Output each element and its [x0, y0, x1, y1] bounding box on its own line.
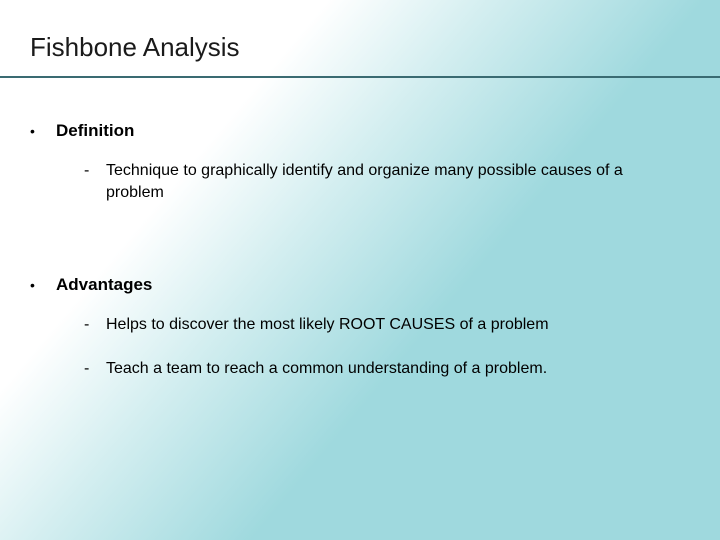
section-header: • Definition: [30, 120, 680, 142]
bullet-icon: •: [30, 120, 56, 142]
page-title: Fishbone Analysis: [30, 32, 240, 63]
section-header: • Advantages: [30, 274, 680, 296]
list-item: - Helps to discover the most likely ROOT…: [84, 314, 680, 336]
list-item-text: Teach a team to reach a common understan…: [106, 358, 547, 380]
title-band: Fishbone Analysis: [0, 18, 720, 78]
dash-icon: -: [84, 160, 106, 182]
section-advantages: • Advantages - Helps to discover the mos…: [30, 274, 680, 380]
section-definition: • Definition - Technique to graphically …: [30, 120, 680, 204]
dash-icon: -: [84, 358, 106, 380]
list-item-text: Technique to graphically identify and or…: [106, 160, 680, 204]
section-title: Advantages: [56, 274, 152, 296]
slide-content: • Definition - Technique to graphically …: [30, 120, 680, 450]
sub-list: - Technique to graphically identify and …: [30, 160, 680, 204]
slide: Fishbone Analysis • Definition - Techniq…: [0, 0, 720, 540]
section-title: Definition: [56, 120, 134, 142]
sub-list: - Helps to discover the most likely ROOT…: [30, 314, 680, 380]
bullet-icon: •: [30, 274, 56, 296]
list-item-text: Helps to discover the most likely ROOT C…: [106, 314, 549, 336]
list-item: - Teach a team to reach a common underst…: [84, 358, 680, 380]
list-item: - Technique to graphically identify and …: [84, 160, 680, 204]
dash-icon: -: [84, 314, 106, 336]
